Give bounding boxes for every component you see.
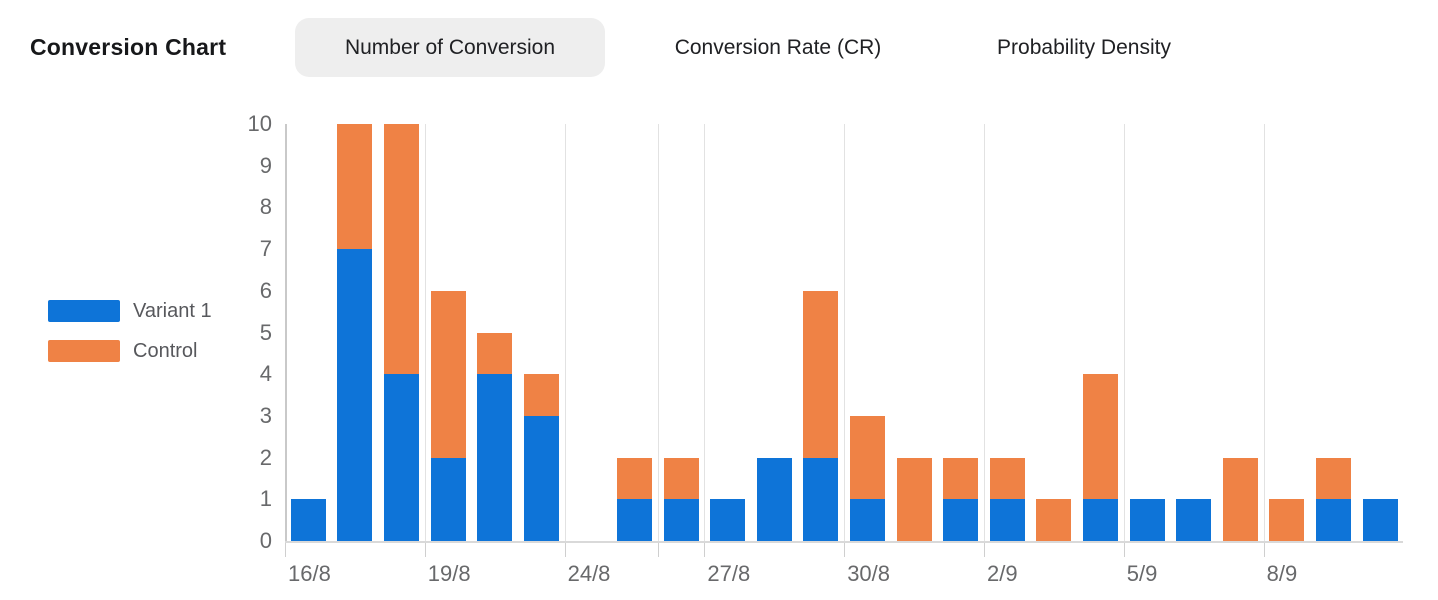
chart-legend: Variant 1 Control <box>48 300 212 362</box>
bar-segment-variant1 <box>710 499 746 541</box>
bar-segment-control <box>1222 457 1258 541</box>
gridline <box>1123 124 1125 541</box>
bar-segment-variant1 <box>617 499 652 541</box>
tab-label: Conversion Rate (CR) <box>674 35 882 59</box>
y-axis-label: 2 <box>259 444 272 470</box>
y-axis-label: 7 <box>259 236 272 262</box>
bar-segment-control <box>384 124 419 375</box>
bar-segment-control <box>1083 374 1118 500</box>
legend-item-control[interactable]: Control <box>48 340 212 362</box>
bar-segment-variant1 <box>1316 499 1351 541</box>
bar-segment-variant1 <box>1083 499 1118 541</box>
x-axis-label: 8/9 <box>1266 561 1298 586</box>
gridline <box>984 124 985 541</box>
x-axis-tick <box>704 541 706 557</box>
bar-segment-control <box>989 457 1025 500</box>
bar-segment-variant1 <box>290 499 326 541</box>
x-axis-label: 30/8 <box>847 561 891 586</box>
bar-segment-control <box>523 374 559 416</box>
page-title: Conversion Chart <box>30 34 227 60</box>
bar-segment-variant1 <box>1362 499 1398 541</box>
x-axis-tick <box>657 541 659 557</box>
bar-segment-variant1 <box>384 374 419 541</box>
bar-segment-control <box>1269 499 1305 541</box>
y-axis-label: 8 <box>259 194 272 220</box>
y-axis-label: 9 <box>259 152 272 178</box>
bar-segment-variant1 <box>1129 499 1165 541</box>
x-axis-label: 2/9 <box>987 561 1018 586</box>
legend-label-control: Control <box>133 339 198 362</box>
x-axis-tick <box>1123 541 1125 557</box>
bar-segment-control <box>943 457 979 500</box>
gridline <box>844 124 846 541</box>
y-axis-label: 6 <box>259 277 272 303</box>
gridline <box>424 124 426 541</box>
bar-segment-variant1 <box>430 457 466 541</box>
y-axis-label: 5 <box>259 319 272 345</box>
bar-segment-variant1 <box>803 457 839 541</box>
bar-segment-variant1 <box>1176 499 1212 541</box>
x-axis-line <box>285 541 1404 543</box>
legend-swatch-control <box>48 340 120 362</box>
bar-segment-control <box>1316 457 1351 500</box>
y-axis-label: 1 <box>259 486 272 512</box>
y-axis-label: 0 <box>259 528 272 553</box>
bar-segment-variant1 <box>337 249 373 541</box>
tab-number-of-conversion[interactable]: Number of Conversion <box>295 18 605 77</box>
bar-segment-control <box>617 457 652 500</box>
bar-segment-control <box>803 290 839 458</box>
x-axis-tick <box>984 541 985 557</box>
gridline <box>657 124 659 541</box>
gridline <box>704 124 706 541</box>
bar-segment-control <box>337 124 373 250</box>
x-axis-tick <box>285 541 286 557</box>
tab-probability-density[interactable]: Probability Density <box>972 18 1196 77</box>
bar-segment-control <box>1036 499 1072 541</box>
tab-label: Probability Density <box>997 35 1171 59</box>
y-axis-line <box>285 124 287 541</box>
bar-segment-variant1 <box>663 499 699 541</box>
bar-segment-control <box>896 457 932 541</box>
legend-swatch-variant1 <box>48 300 120 322</box>
y-axis-label: 3 <box>259 402 272 428</box>
bar-segment-variant1 <box>477 374 513 541</box>
tab-conversion-rate[interactable]: Conversion Rate (CR) <box>650 18 906 77</box>
x-axis-label: 19/8 <box>427 561 471 586</box>
bar-segment-variant1 <box>943 499 979 541</box>
x-axis-tick <box>564 541 566 557</box>
x-axis-label: 27/8 <box>707 561 751 586</box>
bar-segment-control <box>477 332 513 375</box>
legend-item-variant1[interactable]: Variant 1 <box>48 300 212 322</box>
x-axis-label: 16/8 <box>288 561 331 586</box>
bar-segment-variant1 <box>756 457 792 541</box>
x-axis-tick <box>1263 541 1265 557</box>
gridline <box>564 124 566 541</box>
bar-segment-variant1 <box>523 415 559 541</box>
x-axis-tick <box>424 541 426 557</box>
bar-segment-control <box>850 415 885 500</box>
bar-segment-control <box>430 290 466 458</box>
x-axis-tick <box>844 541 846 557</box>
bar-segment-variant1 <box>989 499 1025 541</box>
bar-segment-control <box>663 457 699 500</box>
x-axis-label: 24/8 <box>567 561 611 586</box>
bar-segment-variant1 <box>850 499 885 541</box>
legend-label-variant1: Variant 1 <box>133 299 212 322</box>
x-axis-label: 5/9 <box>1126 561 1158 586</box>
tab-label: Number of Conversion <box>344 35 556 59</box>
gridline <box>1263 124 1265 541</box>
y-axis-label: 4 <box>259 361 272 387</box>
y-axis-label: 10 <box>247 111 272 136</box>
